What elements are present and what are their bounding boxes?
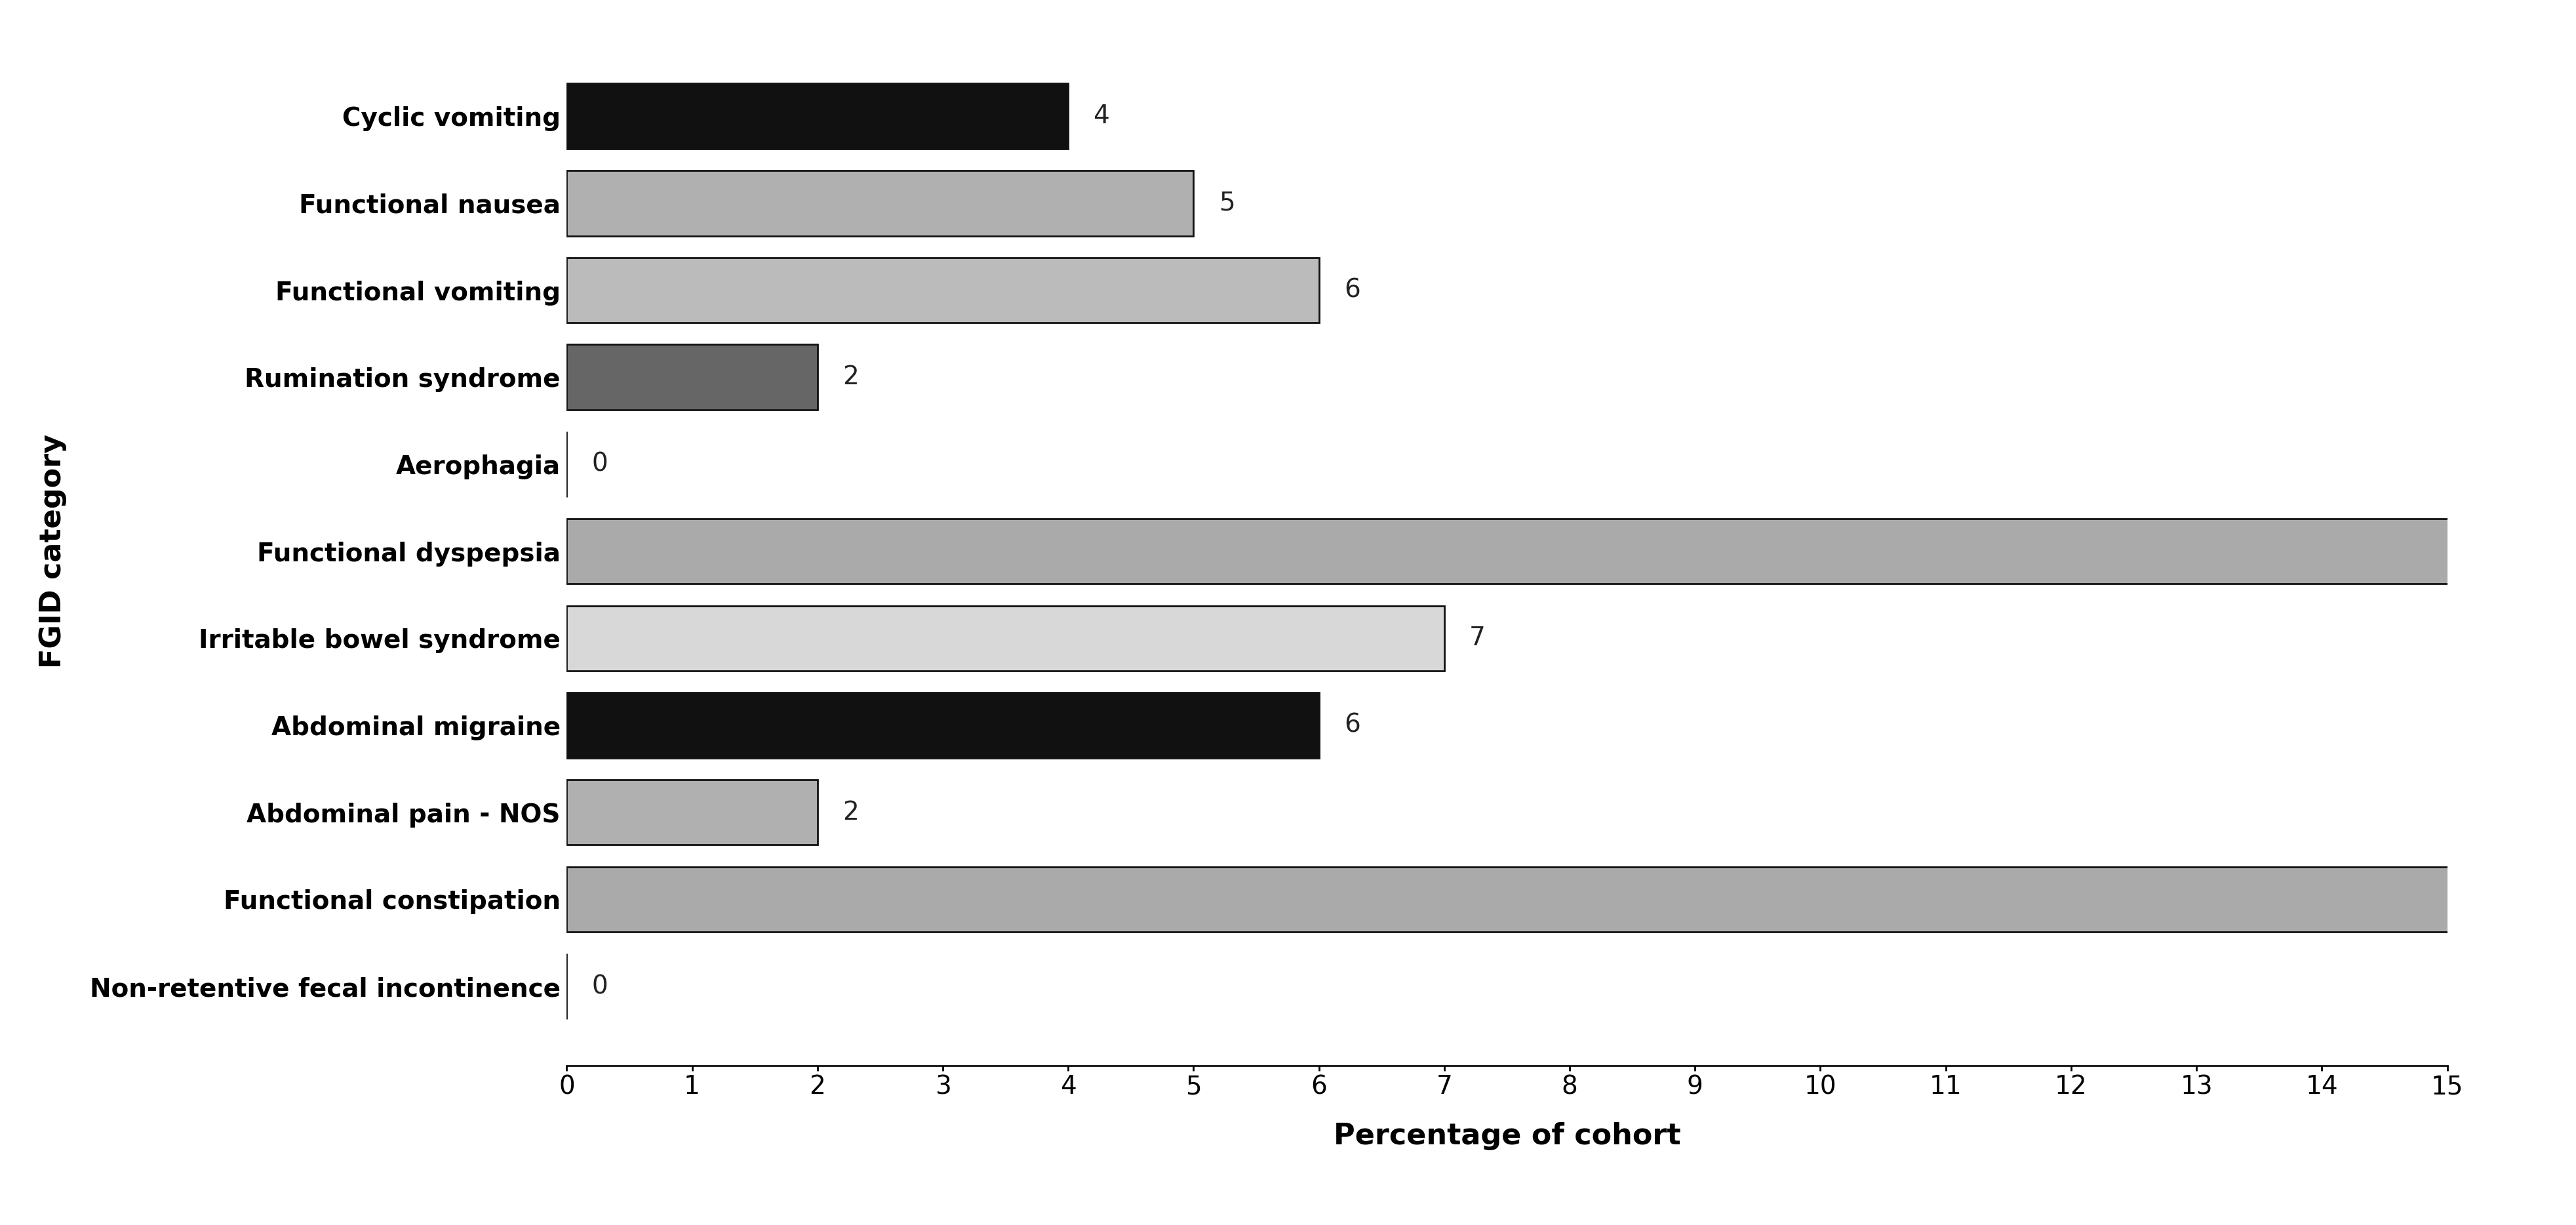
Bar: [567, 692, 1319, 758]
Text: 6: 6: [1345, 713, 1360, 737]
Bar: [567, 83, 1069, 148]
Text: 0: 0: [592, 974, 608, 998]
Text: 4: 4: [1092, 104, 1110, 129]
Bar: [567, 518, 2573, 584]
Y-axis label: FGID category: FGID category: [39, 434, 67, 669]
Bar: [567, 867, 2576, 932]
Bar: [567, 170, 1193, 235]
Text: 2: 2: [842, 365, 858, 390]
Bar: [567, 605, 1445, 671]
Text: 7: 7: [1468, 626, 1486, 650]
X-axis label: Percentage of cohort: Percentage of cohort: [1334, 1122, 1680, 1150]
Text: 5: 5: [1218, 191, 1234, 216]
Bar: [567, 257, 1319, 323]
Text: 2: 2: [842, 800, 858, 824]
Bar: [567, 779, 817, 845]
Text: 0: 0: [592, 452, 608, 477]
Text: 6: 6: [1345, 278, 1360, 303]
Bar: [567, 344, 817, 410]
